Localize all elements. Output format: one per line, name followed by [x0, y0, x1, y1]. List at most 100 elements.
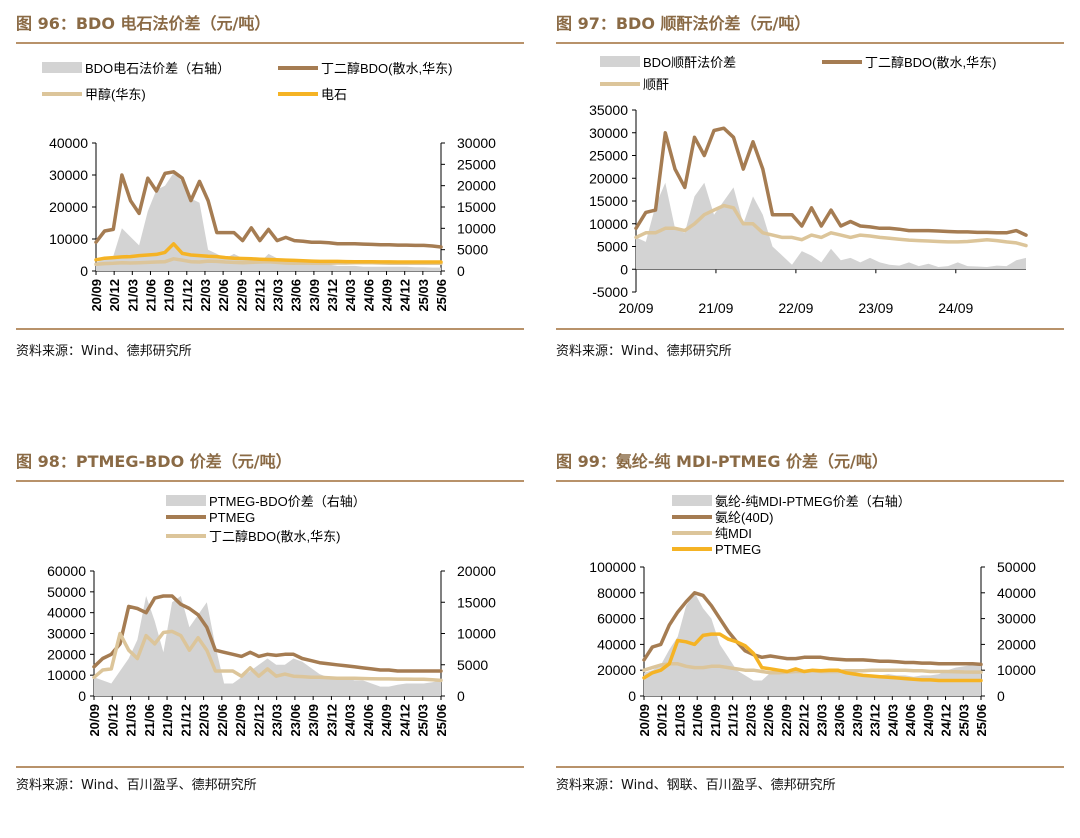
y2-tick-label: 0	[457, 263, 465, 279]
x-tick-label: 25/03	[416, 704, 431, 737]
x-tick-label: 22/09	[779, 704, 794, 737]
x-tick-label: 20/09	[637, 704, 652, 737]
legend-item: PTMEG	[672, 542, 761, 557]
y-tick-label: 5000	[597, 239, 628, 255]
figure-title: 图 97：BDO 顺酐法价差（元/吨）	[556, 14, 811, 33]
y-tick-label: 40000	[49, 135, 88, 151]
y-tick-label: 10000	[49, 231, 88, 247]
chart-ptmeg-bdo-spread: PTMEG-BDO价差（右轴）PTMEG 丁二醇BDO(散水,华东) 0 10000 2…	[47, 494, 496, 737]
top-rule	[556, 480, 1064, 482]
x-tick-label: 24/03	[343, 704, 358, 737]
top-rule	[556, 42, 1064, 44]
y-tick-label: 60000	[597, 611, 636, 627]
x-tick-label: 23/06	[289, 279, 304, 312]
x-tick-label: 23/09	[858, 300, 893, 316]
x-tick-label: 22/06	[216, 279, 231, 312]
x-tick-label: 20/09	[87, 704, 102, 737]
legend-swatch	[600, 56, 640, 67]
x-tick-label: 22/12	[251, 704, 266, 737]
y-tick-label: 50000	[47, 584, 86, 600]
legend-label: 电石	[321, 87, 347, 102]
x-tick-label: 23/12	[324, 704, 339, 737]
series-area	[644, 592, 981, 696]
legend-label: PTMEG	[715, 542, 761, 557]
y-tick-label: 10000	[589, 216, 628, 232]
source-note: 资料来源：Wind、德邦研究所	[16, 344, 192, 359]
legend-label: 顺酐	[643, 77, 669, 92]
x-tick-label: 20/09	[89, 279, 104, 312]
y-tick-label: 30000	[49, 167, 88, 183]
x-tick-label: 21/12	[180, 279, 195, 312]
y2-tick-label: 30000	[457, 135, 496, 151]
legend-label: 丁二醇BDO(散水,华东)	[321, 61, 452, 76]
legend-label: 甲醇(华东)	[85, 87, 146, 102]
y2-tick-label: 5000	[457, 657, 488, 673]
y2-tick-label: 0	[997, 688, 1005, 704]
x-tick-label: 23/12	[325, 279, 340, 312]
x-tick-label: 20/12	[655, 704, 670, 737]
x-tick-label: 24/03	[885, 704, 900, 737]
legend-item: 氨纶(40D)	[672, 510, 774, 525]
legend-swatch	[166, 495, 206, 506]
legend-label: 纯MDI	[715, 526, 752, 541]
x-tick-label: 23/03	[271, 279, 286, 312]
x-tick-label: 24/06	[903, 704, 918, 737]
y2-tick-label: 30000	[997, 611, 1036, 627]
y2-tick-label: 0	[457, 688, 465, 704]
x-tick-label: 20/12	[107, 279, 122, 312]
bottom-rule	[16, 766, 524, 768]
x-tick-label: 21/09	[698, 300, 733, 316]
y-tick-label: 30000	[47, 626, 86, 642]
legend-label: 氨纶(40D)	[715, 510, 774, 525]
figure-98-panel: 图 98：PTMEG-BDO 价差（元/吨） PTMEG-BDO价差（右轴） PT…	[16, 448, 526, 838]
y-tick-label: 0	[620, 261, 628, 277]
x-tick-label: 21/12	[178, 704, 193, 737]
x-tick-label: 23/06	[832, 704, 847, 737]
figure-title: 图 96：BDO 电石法价差（元/吨）	[16, 14, 271, 33]
x-tick-label: 21/09	[708, 704, 723, 737]
x-tick-label: 21/06	[142, 704, 157, 737]
x-tick-label: 22/03	[197, 704, 212, 737]
legend-item: PTMEG-BDO价差（右轴）	[166, 494, 366, 509]
x-tick-label: 23/09	[306, 704, 321, 737]
legend-item: 纯MDI	[672, 526, 752, 541]
legend-label: 丁二醇BDO(散水,华东)	[865, 55, 996, 70]
y-tick-label: 30000	[589, 125, 628, 141]
x-tick-label: 20/12	[105, 704, 120, 737]
series-line	[634, 203, 1028, 248]
legend-item: 甲醇(华东)	[42, 87, 146, 102]
y2-tick-label: 20000	[997, 636, 1036, 652]
y2-tick-label: 25000	[457, 156, 496, 172]
y-tick-label: 100000	[589, 559, 636, 575]
y-tick-label: 25000	[589, 148, 628, 164]
y2-tick-label: 15000	[457, 594, 496, 610]
source-note: 资料来源：Wind、德邦研究所	[556, 344, 732, 359]
chart-bdo-maleic-anhydride-spread: BDO顺酐法价差 丁二醇BDO(散水,华东) 顺酐 -5000 0 5000 10000 15…	[589, 55, 1028, 316]
legend-label: PTMEG	[209, 510, 255, 525]
x-tick-label: 23/06	[288, 704, 303, 737]
x-tick-label: 22/06	[761, 704, 776, 737]
x-tick-label: 21/09	[162, 279, 177, 312]
legend-label: 丁二醇BDO(散水,华东)	[209, 529, 340, 544]
y-tick-label: 0	[80, 263, 88, 279]
x-tick-label: 24/09	[938, 300, 973, 316]
legend-label: BDO电石法价差（右轴）	[85, 61, 230, 76]
series-line	[642, 591, 983, 667]
x-tick-label: 24/09	[379, 704, 394, 737]
figure-96-panel: 图 96：BDO 电石法价差（元/吨） BDO电石法价差（右轴） 丁二醇BDO(散…	[16, 10, 526, 400]
legend-item: 氨纶-纯MDI-PTMEG价差（右轴）	[672, 494, 911, 509]
series-line	[94, 242, 443, 264]
y2-tick-label: 10000	[457, 220, 496, 236]
x-tick-label: 22/09	[234, 279, 249, 312]
series-area	[636, 182, 1026, 270]
x-tick-label: 23/03	[270, 704, 285, 737]
x-tick-label: 23/03	[814, 704, 829, 737]
x-tick-label: 23/12	[868, 704, 883, 737]
y-tick-label: 35000	[589, 102, 628, 118]
top-rule	[16, 480, 524, 482]
y-tick-label: 0	[78, 688, 86, 704]
y2-tick-label: 5000	[457, 242, 488, 258]
x-tick-label: 24/09	[921, 704, 936, 737]
x-tick-label: 23/09	[307, 279, 322, 312]
figure-99-panel: 图 99：氨纶-纯 MDI-PTMEG 价差（元/吨） 氨纶-纯MDI-PTME…	[556, 448, 1066, 838]
